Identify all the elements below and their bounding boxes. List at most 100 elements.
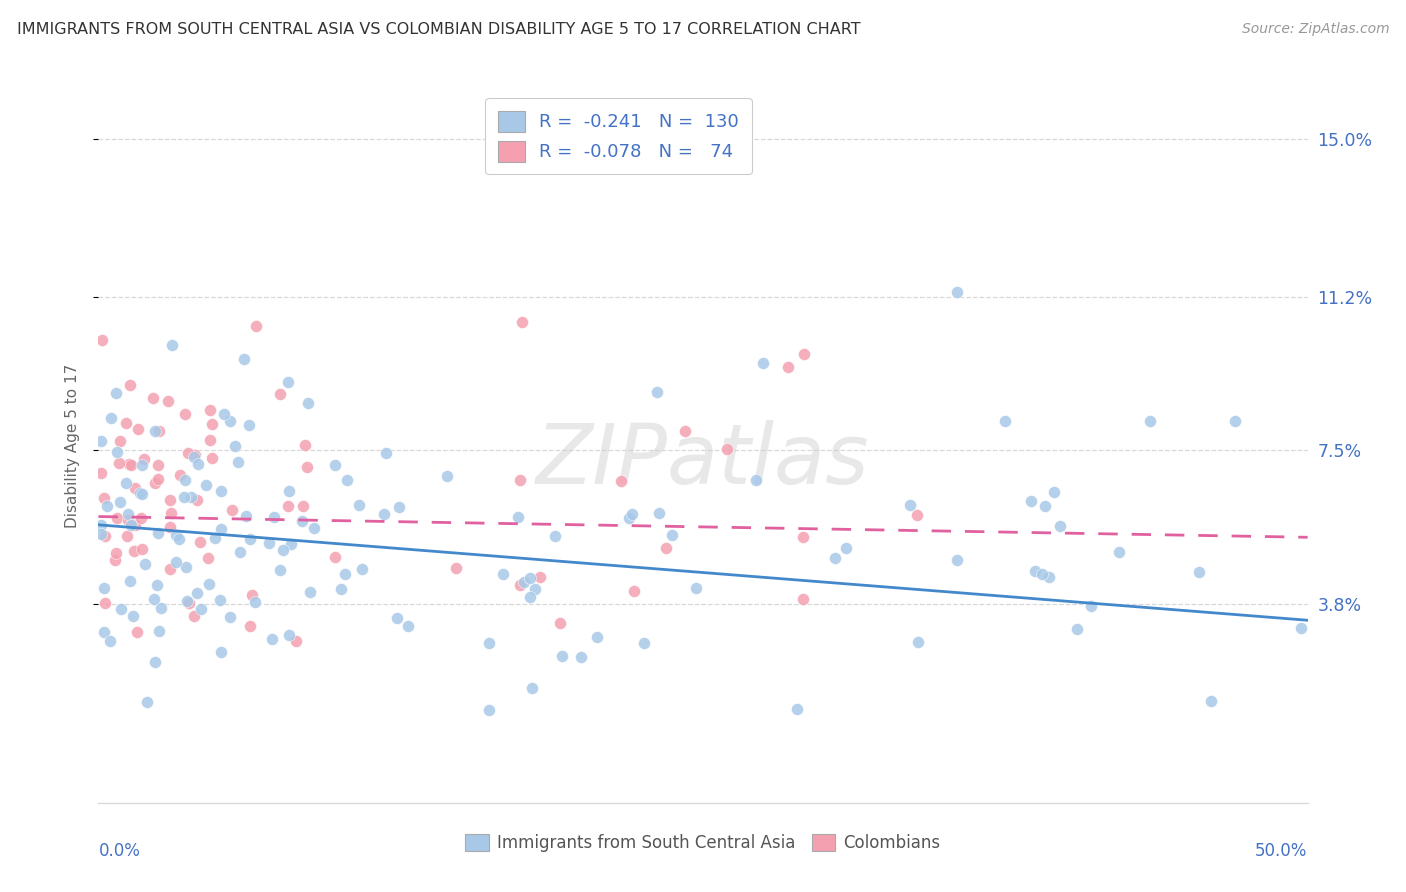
Point [946, 285, 969, 300]
Point [204, 531, 226, 545]
Point [329, 582, 352, 597]
Point [1038, 569, 1060, 583]
Point [115, 416, 138, 430]
Point [295, 460, 318, 475]
Point [510, 314, 533, 328]
Point [280, 537, 302, 551]
Point [240, 588, 263, 602]
Point [1042, 484, 1064, 499]
Point [174, 560, 197, 574]
Point [159, 520, 181, 534]
Point [1033, 499, 1056, 513]
Point [120, 518, 142, 533]
Point [478, 635, 501, 649]
Point [212, 407, 235, 421]
Point [569, 649, 592, 664]
Point [776, 360, 799, 375]
Point [610, 474, 633, 488]
Point [176, 594, 198, 608]
Point [104, 553, 127, 567]
Point [336, 473, 359, 487]
Point [786, 702, 808, 716]
Point [201, 450, 224, 465]
Point [834, 541, 856, 555]
Point [148, 458, 170, 473]
Point [654, 541, 676, 555]
Point [209, 522, 232, 536]
Point [297, 395, 319, 409]
Point [131, 458, 153, 472]
Point [219, 414, 242, 428]
Point [209, 645, 232, 659]
Point [298, 584, 321, 599]
Point [519, 571, 541, 585]
Point [169, 467, 191, 482]
Point [96, 499, 118, 513]
Point [90, 527, 112, 541]
Point [148, 472, 170, 486]
Point [1024, 565, 1046, 579]
Point [239, 619, 262, 633]
Point [108, 434, 131, 448]
Point [198, 433, 221, 447]
Point [134, 558, 156, 572]
Point [520, 681, 543, 695]
Point [136, 695, 159, 709]
Point [277, 375, 299, 389]
Point [633, 636, 655, 650]
Point [162, 338, 184, 352]
Point [824, 550, 846, 565]
Point [108, 494, 131, 508]
Point [142, 391, 165, 405]
Point [478, 703, 501, 717]
Point [623, 584, 645, 599]
Point [105, 445, 128, 459]
Point [1289, 621, 1312, 635]
Point [167, 532, 190, 546]
Text: 0.0%: 0.0% [98, 842, 141, 860]
Point [90, 434, 112, 449]
Point [143, 424, 166, 438]
Point [165, 555, 187, 569]
Point [323, 458, 346, 472]
Point [104, 386, 127, 401]
Point [235, 509, 257, 524]
Point [174, 473, 197, 487]
Point [716, 442, 738, 456]
Point [946, 553, 969, 567]
Point [129, 485, 152, 500]
Point [124, 518, 146, 533]
Point [165, 527, 187, 541]
Point [120, 378, 142, 392]
Text: IMMIGRANTS FROM SOUTH CENTRAL ASIA VS COLOMBIAN DISABILITY AGE 5 TO 17 CORRELATI: IMMIGRANTS FROM SOUTH CENTRAL ASIA VS CO… [17, 22, 860, 37]
Point [388, 500, 411, 515]
Point [491, 567, 513, 582]
Point [385, 611, 408, 625]
Point [273, 542, 295, 557]
Point [792, 530, 814, 544]
Point [177, 446, 200, 460]
Point [1031, 567, 1053, 582]
Point [198, 403, 221, 417]
Point [661, 528, 683, 542]
Point [200, 417, 222, 431]
Point [793, 347, 815, 361]
Point [673, 425, 696, 439]
Point [121, 608, 143, 623]
Point [1223, 414, 1246, 428]
Point [278, 628, 301, 642]
Y-axis label: Disability Age 5 to 17: Disability Age 5 to 17 [65, 364, 80, 528]
Point [792, 592, 814, 607]
Point [90, 518, 112, 533]
Point [93, 491, 115, 505]
Point [173, 407, 195, 421]
Point [586, 631, 609, 645]
Point [122, 543, 145, 558]
Point [512, 574, 534, 589]
Point [233, 352, 256, 367]
Point [278, 484, 301, 499]
Point [124, 481, 146, 495]
Point [519, 590, 541, 604]
Point [1019, 493, 1042, 508]
Text: Source: ZipAtlas.com: Source: ZipAtlas.com [1241, 22, 1389, 37]
